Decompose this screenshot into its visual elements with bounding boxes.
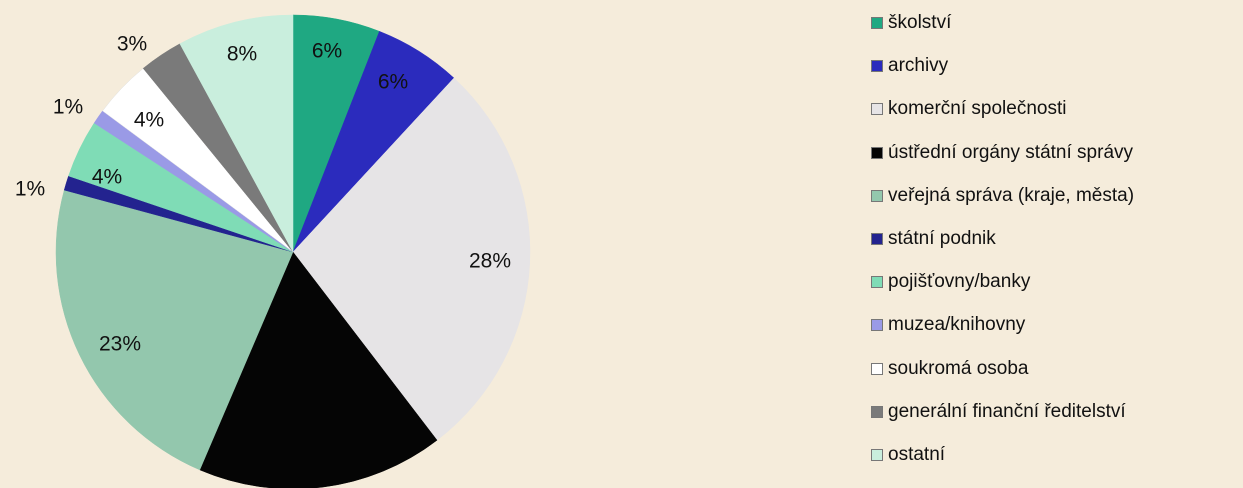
- pie-slice-4: [199, 251, 438, 488]
- pie-slice-11: [179, 14, 294, 253]
- legend-swatch-3: [871, 103, 883, 116]
- data-label-8: 1%: [53, 96, 83, 119]
- legend-swatch-2: [871, 60, 883, 73]
- data-label-7: 4%: [92, 166, 122, 189]
- legend-label-1: školství: [888, 12, 952, 33]
- legend-swatch-9: [871, 362, 883, 375]
- legend-item-8: muzea/knihovny: [871, 310, 1025, 340]
- legend-item-2: archivy: [871, 51, 948, 81]
- legend-item-10: generální finanční ředitelství: [871, 397, 1126, 427]
- legend-item-4: ústřední orgány státní správy: [871, 138, 1133, 168]
- legend-label-2: archivy: [888, 55, 949, 77]
- legend-swatch-7: [871, 276, 883, 289]
- legend-item-1: školství: [871, 8, 951, 38]
- legend-swatch-1: [871, 17, 883, 29]
- legend-item-7: pojišťovny/banky: [871, 267, 1030, 297]
- legend-label-10: generální finanční ředitelství: [888, 400, 1126, 422]
- legend-label-4: ústřední orgány státní správy: [888, 141, 1134, 163]
- legend-label-8: muzea/knihovny: [888, 314, 1026, 336]
- legend-swatch-8: [871, 319, 883, 332]
- legend-label-6: státní podnik: [888, 228, 996, 249]
- pie-chart: 6% 6% 28% 23% 1% 4% 1% 4% 3% 8%: [15, 14, 531, 488]
- data-label-5: 23%: [99, 333, 141, 356]
- pie-slice-3: [292, 77, 531, 441]
- data-label-3: 28%: [469, 250, 511, 273]
- legend-swatch-10: [871, 405, 883, 418]
- legend-label-9: soukromá osoba: [888, 357, 1029, 379]
- legend-item-11: ostatní: [871, 440, 945, 470]
- legend-swatch-5: [871, 189, 883, 202]
- legend-item-9: soukromá osoba: [871, 354, 1028, 384]
- legend-label-11: ostatní: [888, 444, 946, 465]
- data-label-2: 6%: [378, 71, 408, 94]
- legend-swatch-4: [871, 146, 883, 159]
- pie-svg: 6% 6% 28% 23% 1% 4% 1% 4% 3% 8%: [15, 14, 531, 488]
- legend-item-6: státní podnik: [871, 224, 996, 254]
- pie-slices: [55, 14, 531, 488]
- data-label-9: 4%: [134, 109, 164, 132]
- pie-labels: 6% 6% 28% 23% 1% 4% 1% 4% 3% 8%: [15, 33, 511, 356]
- legend-label-7: pojišťovny/banky: [888, 271, 1031, 293]
- data-label-10: 3%: [117, 33, 147, 56]
- data-label-6: 1%: [15, 178, 45, 201]
- legend-swatch-6: [871, 233, 883, 245]
- data-label-11: 8%: [227, 43, 257, 66]
- legend-swatch-11: [871, 449, 883, 461]
- data-label-1: 6%: [312, 40, 342, 63]
- pie-slice-5: [55, 189, 294, 471]
- legend-label-3: komerční společnosti: [888, 98, 1067, 120]
- legend-item-5: veřejná správa (kraje, města): [871, 181, 1134, 211]
- legend-item-3: komerční společnosti: [871, 94, 1066, 124]
- legend-label-5: veřejná správa (kraje, města): [888, 184, 1135, 206]
